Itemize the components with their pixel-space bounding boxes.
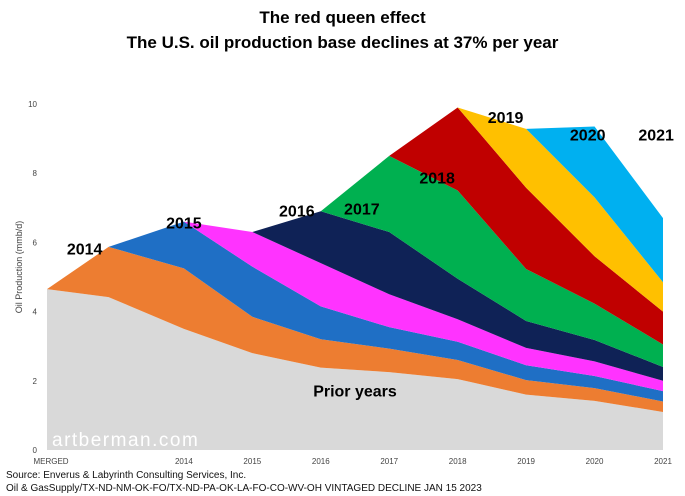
y-tick-label: 0 [33,446,38,455]
x-tick-label: 2017 [380,457,398,466]
area-2016 [183,221,663,392]
area-2014 [47,246,663,412]
chart-title: The red queen effect [259,8,426,27]
area-2015 [108,221,664,402]
series-label-2017: 2017 [344,202,380,219]
series-label-2016: 2016 [279,203,315,220]
x-tick-label: 2014 [175,457,193,466]
source-line-1: Source: Enverus & Labyrinth Consulting S… [6,470,247,481]
y-axis-label: Oil Production (mmb/d) [14,221,24,314]
area-2020 [457,107,663,312]
x-tick-label: 2021 [654,457,672,466]
source-line-2: Oil & GasSupply/TX-ND-NM-OK-FO/TX-ND-PA-… [6,483,482,494]
area-2017 [252,211,664,381]
area-2019 [389,107,663,345]
chart-subtitle: The U.S. oil production base declines at… [126,33,559,52]
x-tick-label: MERGED [33,457,68,466]
series-label-2014: 2014 [67,242,103,259]
series-label-2019: 2019 [488,110,524,127]
x-tick-label: 2016 [312,457,330,466]
x-tick-label: 2015 [243,457,261,466]
y-tick-label: 8 [33,169,38,178]
y-tick-label: 2 [33,377,38,386]
x-tick-label: 2018 [449,457,467,466]
area-2021 [526,126,663,283]
y-tick-label: 6 [33,238,38,247]
area-prior-years [47,289,663,450]
y-tick-label: 10 [28,100,37,109]
series-label-2021: 2021 [638,127,674,144]
series-label-prior-years: Prior years [313,383,397,400]
series-label-2020: 2020 [570,127,606,144]
area-2018 [320,155,663,367]
series-label-2018: 2018 [419,171,455,188]
series-label-2015: 2015 [166,216,202,233]
x-tick-label: 2020 [586,457,604,466]
watermark: artberman.com [52,430,199,451]
y-tick-label: 4 [33,308,38,317]
x-tick-label: 2019 [517,457,535,466]
